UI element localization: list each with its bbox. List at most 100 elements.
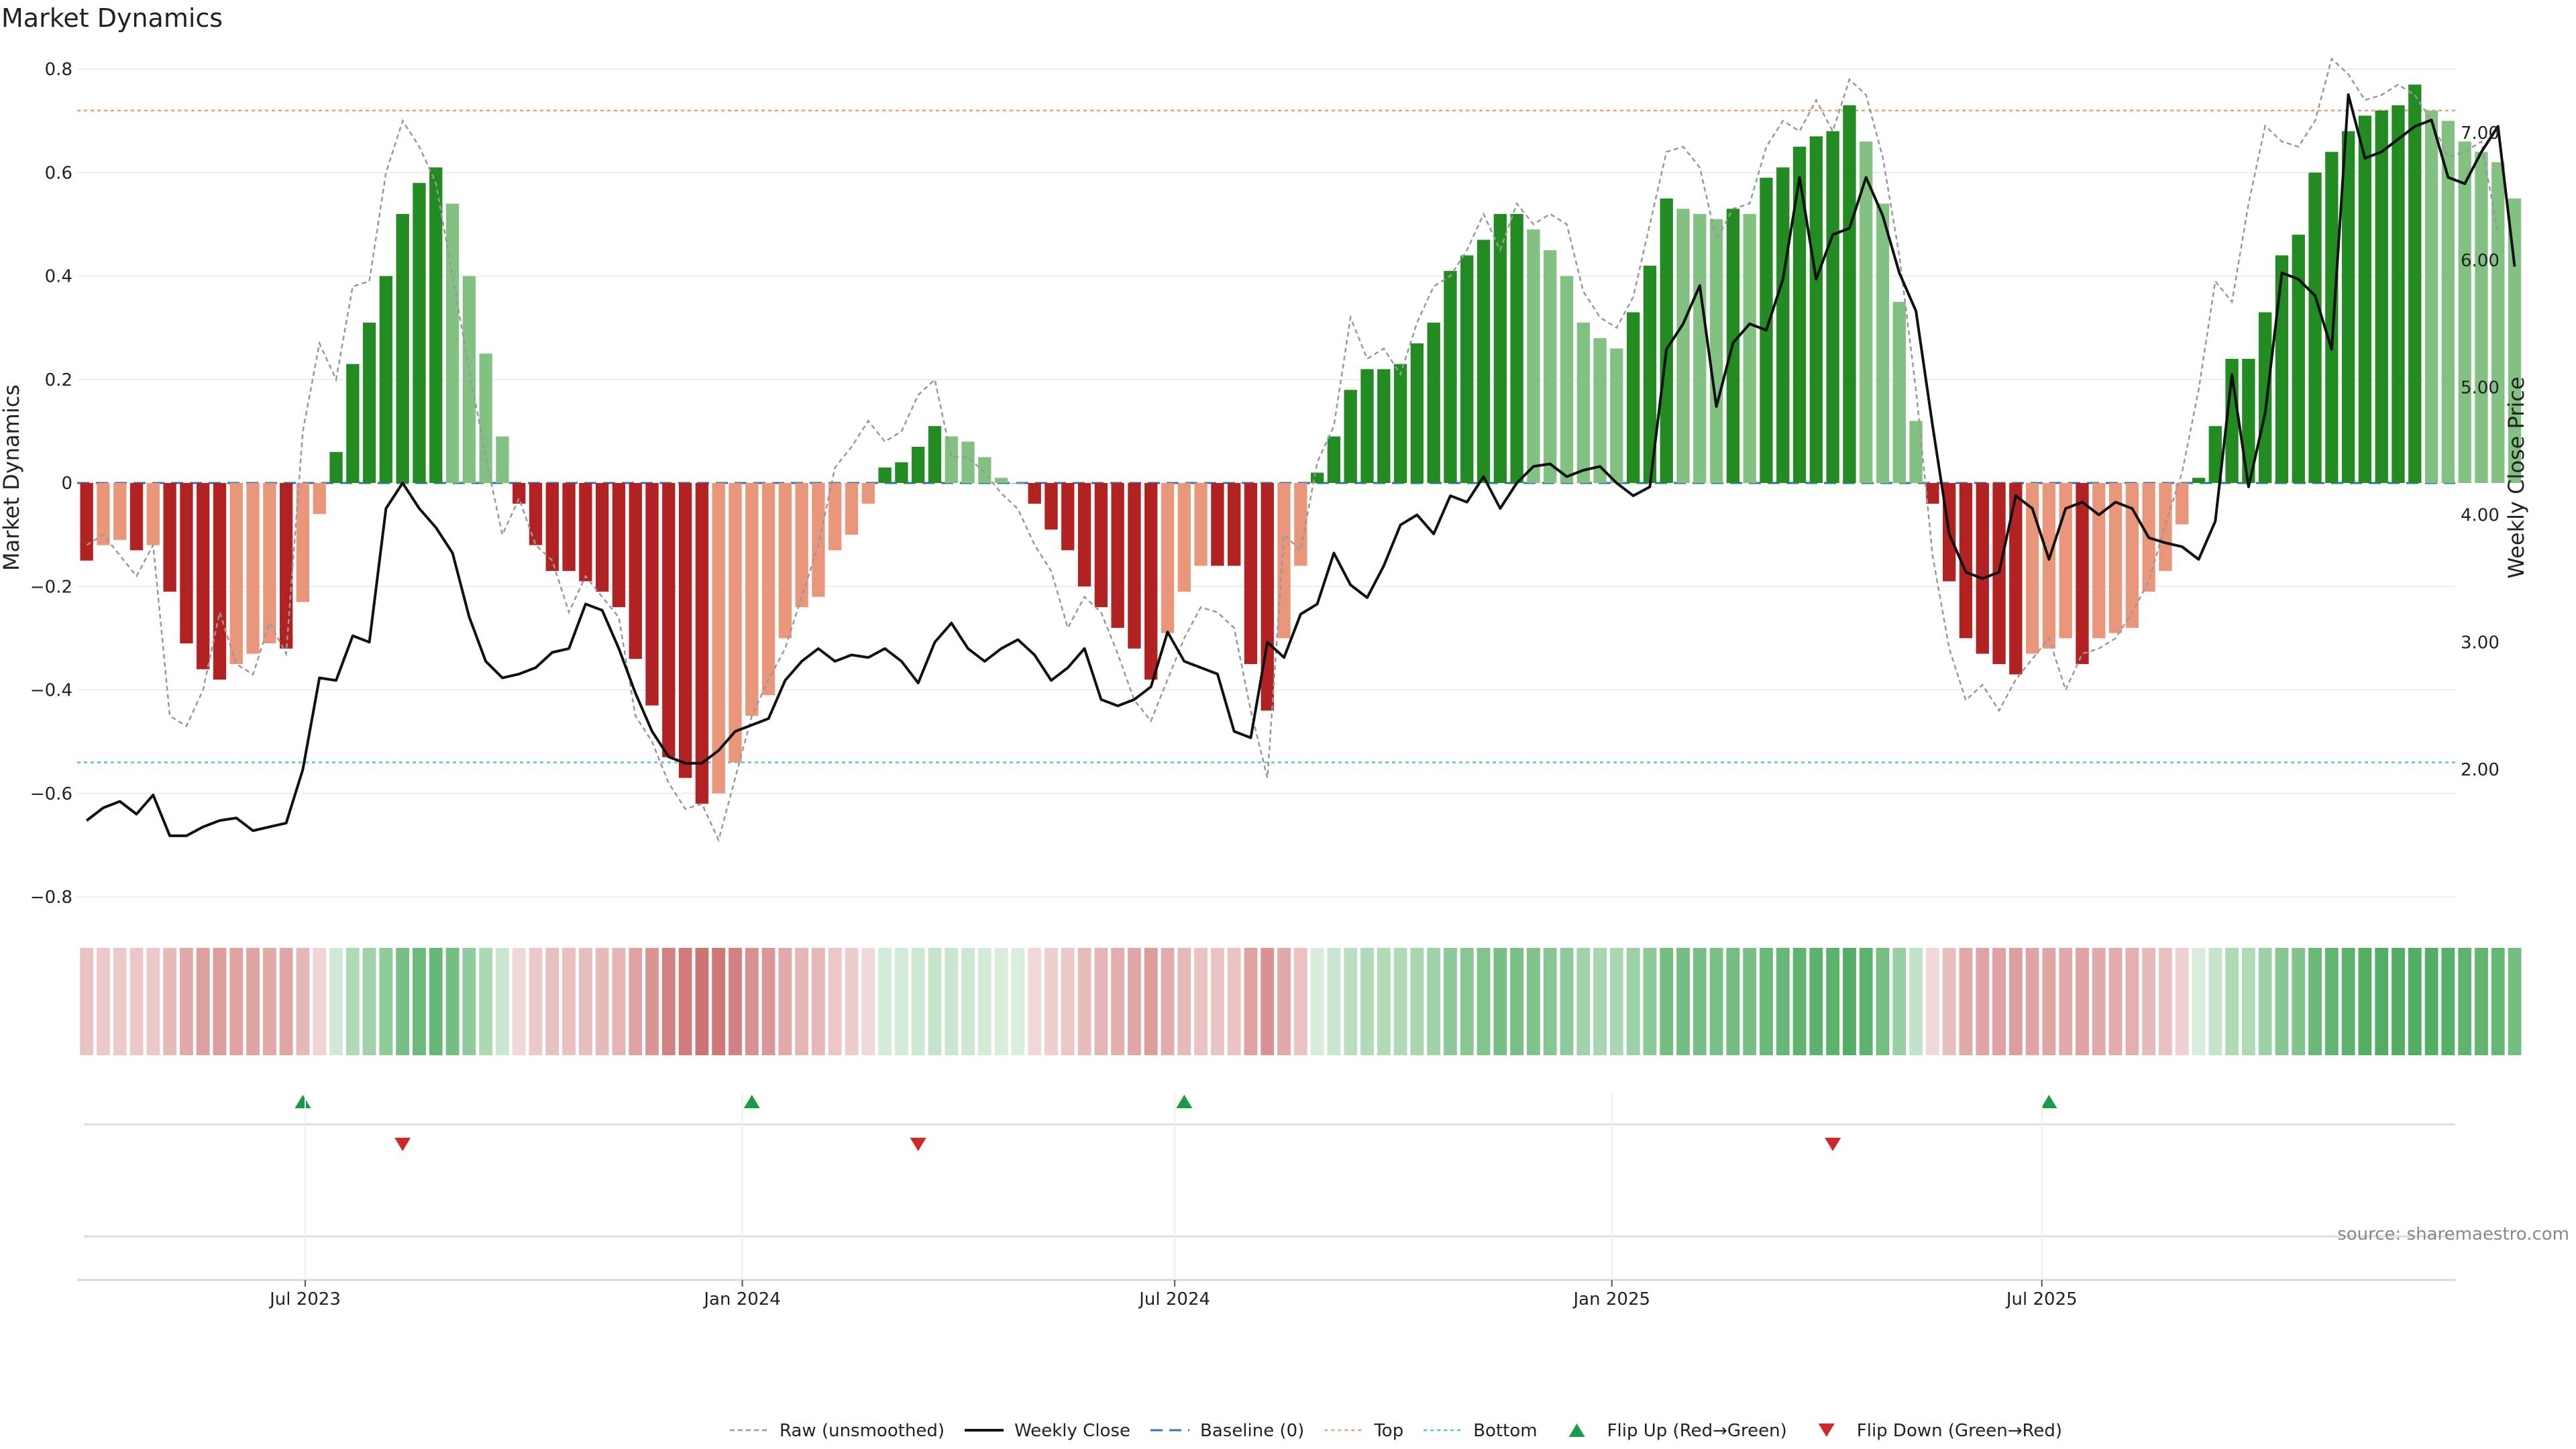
regime-cell bbox=[945, 948, 959, 1055]
histogram-bar bbox=[296, 483, 310, 602]
x-axis-ticks: Jul 2023 Jan 2024 Jul 2024 Jan 2025 Jul 2025 bbox=[268, 1092, 2078, 1309]
histogram-bar bbox=[163, 483, 176, 592]
histogram-bar bbox=[1709, 219, 1723, 483]
histogram-bar bbox=[1360, 369, 1374, 483]
histogram-bar bbox=[1892, 302, 1906, 483]
regime-cell bbox=[695, 948, 709, 1055]
y-tick-label: 0.6 bbox=[45, 163, 72, 183]
y2-tick-label: 4.00 bbox=[2461, 505, 2500, 525]
histogram-bar bbox=[180, 483, 193, 644]
regime-cell bbox=[745, 948, 759, 1055]
histogram-bar bbox=[1144, 483, 1158, 680]
regime-cell bbox=[1660, 948, 1674, 1055]
regime-cell bbox=[345, 948, 360, 1055]
regime-cell bbox=[2341, 948, 2355, 1055]
regime-cell bbox=[196, 948, 210, 1055]
regime-cell bbox=[661, 948, 676, 1055]
histogram-bar bbox=[1510, 213, 1523, 483]
histogram-bar bbox=[1926, 483, 1939, 504]
histogram-bar bbox=[2392, 105, 2405, 484]
histogram-bar bbox=[895, 462, 908, 483]
regime-cell bbox=[1111, 948, 1125, 1055]
histogram-bar bbox=[2458, 141, 2471, 483]
histogram-bar bbox=[2508, 198, 2522, 483]
histogram-bar bbox=[1444, 270, 1457, 483]
regime-cell bbox=[1593, 948, 1607, 1055]
histogram-bar bbox=[263, 483, 276, 644]
regime-cell bbox=[1510, 948, 1524, 1055]
regime-cell bbox=[911, 948, 925, 1055]
regime-cell bbox=[861, 948, 875, 1055]
histogram-bar bbox=[1177, 483, 1191, 592]
regime-cell bbox=[2092, 948, 2106, 1055]
regime-cell bbox=[1942, 948, 1956, 1055]
regime-cell bbox=[1976, 948, 1990, 1055]
histogram-bar bbox=[1277, 483, 1291, 639]
legend-label: Weekly Close bbox=[1014, 1421, 1130, 1441]
regime-cell bbox=[729, 948, 742, 1055]
histogram-bar bbox=[2259, 312, 2272, 483]
histogram-bar bbox=[2424, 110, 2438, 483]
regime-cell bbox=[1760, 948, 1773, 1055]
histogram-bar bbox=[878, 467, 892, 483]
histogram-bar bbox=[1194, 483, 1208, 566]
regime-cell bbox=[213, 948, 227, 1055]
y2-tick-label: 2.00 bbox=[2461, 760, 2500, 780]
regime-cell bbox=[1393, 948, 1407, 1055]
regime-cell bbox=[1826, 948, 1840, 1055]
flip-down-marker bbox=[394, 1138, 411, 1151]
regime-cell bbox=[1526, 948, 1540, 1055]
histogram-bar bbox=[1576, 322, 1590, 483]
regime-cell bbox=[578, 948, 592, 1055]
regime-cell bbox=[2275, 948, 2289, 1055]
regime-cell bbox=[2375, 948, 2389, 1055]
histogram-bar bbox=[346, 364, 360, 483]
regime-cell bbox=[545, 948, 559, 1055]
regime-cell bbox=[2241, 948, 2255, 1055]
histogram-bar bbox=[1377, 369, 1391, 483]
histogram-bar bbox=[213, 483, 227, 680]
histogram-bar bbox=[1643, 266, 1657, 483]
histogram-bar bbox=[129, 483, 144, 551]
y-tick-label: −0.8 bbox=[30, 888, 72, 908]
histogram-bar bbox=[2125, 483, 2139, 628]
regime-cell bbox=[2125, 948, 2139, 1055]
regime-cell bbox=[2159, 948, 2172, 1055]
y-axis-label: Market Dynamics bbox=[0, 384, 24, 571]
regime-cell bbox=[1410, 948, 1424, 1055]
right-axis-ticks: 7.00 6.00 5.00 4.00 3.00 2.00 bbox=[2461, 123, 2500, 780]
regime-cell bbox=[977, 948, 991, 1055]
histogram-bar bbox=[2025, 483, 2039, 654]
raw-series bbox=[86, 57, 2499, 843]
regime-cell bbox=[1177, 948, 1191, 1055]
regime-cell bbox=[279, 948, 293, 1055]
histogram-bar bbox=[961, 441, 975, 483]
legend-flip-up-swatch bbox=[1568, 1424, 1585, 1437]
regime-cell bbox=[1011, 948, 1025, 1055]
histogram-bar bbox=[1876, 203, 1890, 483]
x-tick-label: Jan 2024 bbox=[702, 1289, 781, 1309]
regime-cell bbox=[1776, 948, 1790, 1055]
regime-cell bbox=[2142, 948, 2156, 1055]
histogram-bar bbox=[479, 354, 492, 483]
regime-cell bbox=[1693, 948, 1707, 1055]
regime-cell bbox=[1227, 948, 1241, 1055]
regime-cell bbox=[795, 948, 809, 1055]
regime-cell bbox=[2175, 948, 2189, 1055]
regime-cell bbox=[2392, 948, 2405, 1055]
histogram-bar bbox=[2292, 234, 2305, 483]
regime-cell bbox=[529, 948, 543, 1055]
histogram-bar bbox=[1294, 483, 1307, 566]
regime-cell bbox=[894, 948, 908, 1055]
histogram-bar bbox=[2042, 483, 2056, 649]
regime-cell bbox=[1560, 948, 1574, 1055]
histogram-bar bbox=[80, 483, 93, 561]
regime-cell bbox=[479, 948, 493, 1055]
regime-cell bbox=[1909, 948, 1923, 1055]
histogram-bar bbox=[795, 483, 808, 608]
histogram-bar bbox=[2308, 172, 2322, 483]
regime-cell bbox=[1344, 948, 1358, 1055]
histogram-bar bbox=[1410, 343, 1424, 483]
histogram-bar bbox=[912, 447, 925, 483]
flip-down-marker bbox=[910, 1138, 926, 1151]
